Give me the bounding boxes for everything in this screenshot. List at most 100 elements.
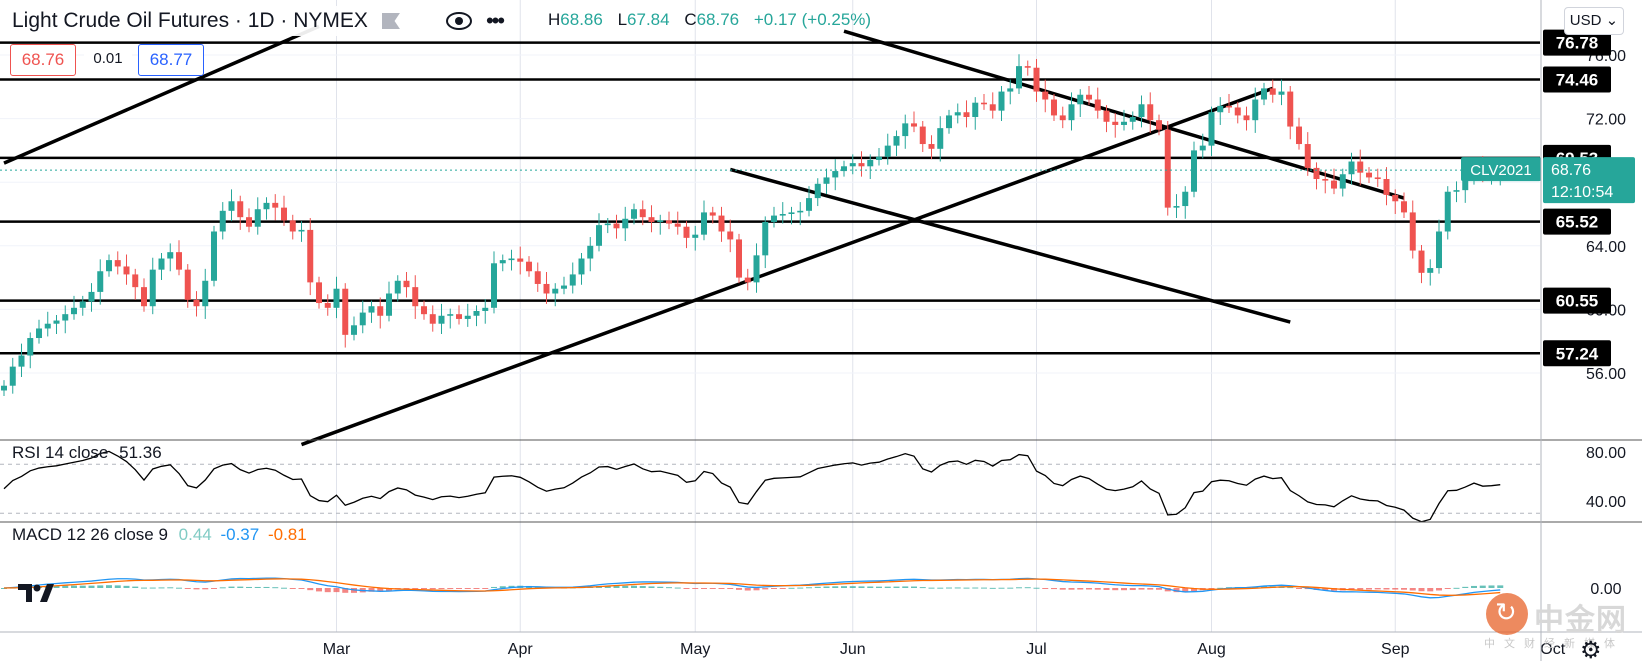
macd-histogram-bar [88,585,95,588]
candle-body [919,126,926,145]
macd-histogram-bar [1401,588,1407,590]
flag-icon[interactable] [381,13,400,29]
macd-histogram-bar [1156,588,1162,590]
macd-histogram-bar [1191,588,1197,592]
macd-histogram-bar [806,587,812,589]
macd-histogram-bar [412,588,419,589]
tradingview-logo-icon[interactable] [18,580,54,604]
candle-body [823,177,830,184]
level-label: 76.78 [1556,34,1599,53]
candle-body [972,102,979,118]
candle-body [1348,161,1355,175]
candle-body [298,229,305,232]
macd-histogram-bar [141,587,147,589]
candle-body [1051,99,1057,116]
gear-icon[interactable]: ⚙ [1580,637,1602,664]
macd-histogram-bar [631,585,637,588]
candle-body [79,301,86,308]
macd-histogram-bar [272,587,279,589]
candle-body [1278,91,1285,95]
candle-body [1007,88,1014,92]
candle-body [307,229,314,283]
candle-body [1243,115,1250,121]
macd-histogram-bar [53,585,60,588]
macd-histogram-bar [491,586,497,588]
sell-price-button[interactable]: 68.76 [10,44,76,76]
macd-histogram-bar [193,588,200,590]
macd-histogram-bar [342,588,349,593]
macd-line-value: -0.37 [220,525,260,544]
macd-histogram-bar [97,585,104,588]
macd-histogram-bar [316,588,322,592]
rsi-legend[interactable]: RSI 14 close 51.36 [12,443,162,463]
macd-line [3,577,1501,599]
candle-body [1444,191,1451,232]
candle-body [219,210,226,232]
candle-body [1138,104,1145,118]
candle-body [1164,129,1171,208]
macd-histogram-bar [771,588,777,589]
macd-legend[interactable]: MACD 12 26 close 9 0.44 -0.37 -0.81 [12,525,307,545]
macd-histogram-bar [324,588,331,593]
macd-histogram-bar [727,588,734,589]
candle-body [316,282,322,304]
macd-histogram-bar [149,587,156,589]
macd-histogram-bar [1296,588,1302,589]
candle-body [867,159,874,167]
candle-body [1313,167,1320,180]
symbol-title[interactable]: Light Crude Oil Futures · 1D · NYMEX [12,9,368,32]
macd-histogram-bar [184,588,191,589]
macd-histogram-bar [438,588,445,590]
macd-histogram-bar [219,587,226,589]
macd-histogram-bar [106,585,112,588]
watermark-logo-icon [1486,593,1528,635]
time-tick-label: Sep [1381,641,1410,658]
eye-icon[interactable] [445,12,472,30]
candle-body [473,310,480,316]
candle-body [954,112,961,116]
macd-histogram-bar [692,588,699,589]
candle-body [1401,201,1407,213]
macd-histogram-bar [158,587,165,589]
time-tick-label: Apr [508,641,534,658]
price-tick-label: 64.00 [1586,239,1626,256]
symbol-header[interactable]: Light Crude Oil Futures · 1D · NYMEX ••• [6,6,505,36]
time-tick-label: Mar [323,641,351,658]
candle-body [1112,121,1119,125]
macd-histogram-bar [254,586,261,588]
macd-histogram-bar [456,588,462,589]
buy-price-button[interactable]: 68.77 [138,44,204,76]
macd-histogram-bar [718,588,725,589]
macd-tick-label: 0.00 [1590,581,1621,598]
candle-body [1453,190,1460,192]
grid-lines [0,0,1540,632]
candle-body [1261,88,1267,100]
high-label: H [548,10,561,29]
candle-body [1418,250,1425,273]
macd-histogram-bar [298,588,305,589]
macd-histogram-bar [1182,588,1189,593]
candle-body [1042,91,1049,100]
currency-dropdown[interactable]: USD ⌄ [1564,7,1624,35]
macd-histogram-bar [919,587,926,589]
macd-histogram-bar [368,588,375,592]
candle-body [508,258,515,261]
macd-histogram-bar [744,588,751,591]
macd-histogram-bar [937,587,944,589]
macd-histogram-bar [429,588,436,590]
macd-histogram-bar [683,588,690,589]
candle-body [1234,107,1241,116]
macd-histogram-bar [989,587,996,589]
candle-body [1077,94,1084,105]
macd-histogram-bar [736,588,742,590]
more-icon[interactable]: ••• [485,8,505,33]
macd-histogram-bar [473,588,480,589]
candle-body [841,166,847,172]
trendline [729,167,1291,324]
candle-body [989,104,996,111]
candle-body [727,231,734,240]
candle-body [1339,174,1346,189]
symbol-tag-box [1461,157,1541,182]
